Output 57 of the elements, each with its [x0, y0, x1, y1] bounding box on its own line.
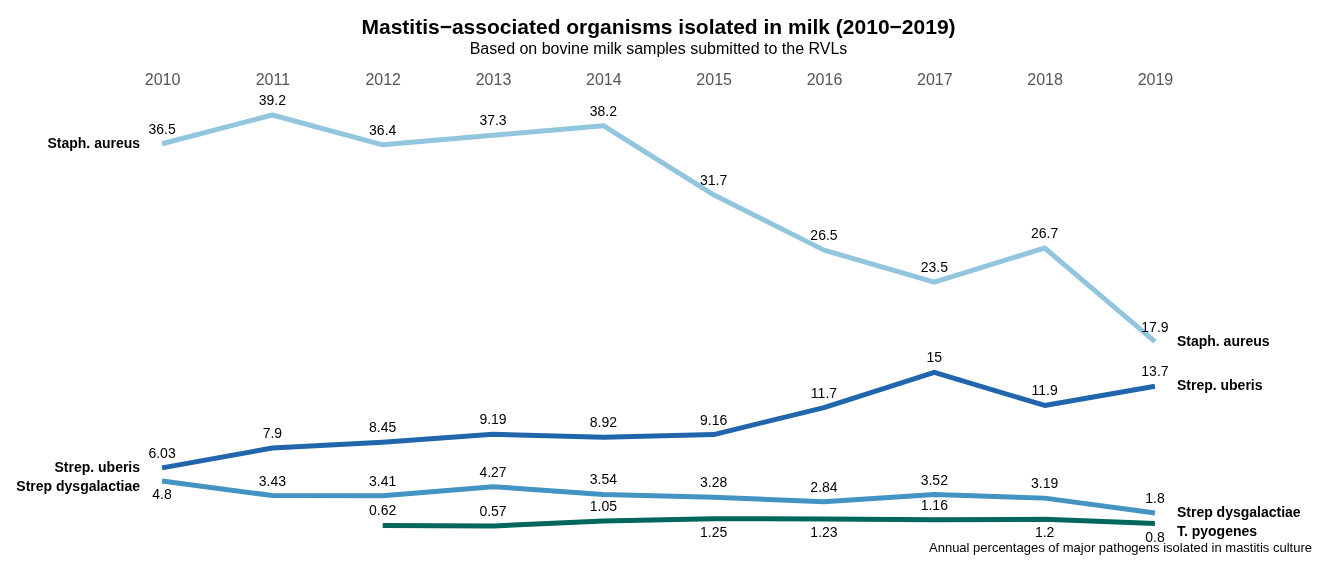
data-label: 39.2: [258, 92, 287, 108]
data-label: 3.52: [920, 471, 949, 488]
data-label: 0.8: [1145, 528, 1165, 545]
data-label: 1.25: [700, 523, 728, 540]
data-label: 17.9: [1141, 318, 1169, 335]
data-label: 36.4: [369, 121, 397, 138]
data-label: 23.5: [920, 259, 949, 276]
data-label: 11.7: [810, 384, 838, 401]
data-label: 4.8: [152, 486, 173, 502]
x-tick-label: 2016: [806, 70, 843, 88]
text: Strep. uberis: [1176, 377, 1263, 394]
series-label: Staph. aureus: [47, 134, 141, 151]
data-label: 3.43: [258, 472, 287, 489]
text: Staph. aureus: [1176, 332, 1270, 349]
data-label: 3.19: [1030, 475, 1059, 492]
data-label: 3.54: [589, 471, 618, 488]
data-label: 7.9: [262, 425, 283, 442]
data-label: 1.2: [1034, 524, 1055, 541]
data-label: 4.27: [479, 463, 507, 480]
data-label: 8.45: [369, 419, 397, 436]
data-label: 36.5: [148, 120, 176, 137]
x-tick-label: 2010: [144, 70, 181, 88]
data-label: 11.9: [1031, 382, 1058, 399]
text: Strep dysgalactiae: [16, 477, 141, 494]
data-label: 2.84: [810, 478, 838, 495]
data-label: 0.57: [479, 503, 507, 519]
data-label: 0.62: [369, 502, 397, 519]
data-label: 1.23: [810, 523, 838, 540]
x-tick-label: 2013: [475, 70, 512, 88]
data-label: 31.7: [700, 171, 728, 188]
data-label: 6.03: [148, 444, 176, 461]
data-label: 1.8: [1145, 489, 1165, 506]
x-tick-label: 2017: [917, 70, 953, 88]
x-tick-label: 2018: [1027, 70, 1064, 88]
data-label: 38.2: [589, 102, 618, 119]
series-label: Strep. uberis: [54, 458, 141, 475]
series-label: T. pyogenes: [1176, 522, 1258, 539]
data-label: 3.28: [700, 474, 728, 491]
chart-title: Mastitis−associated organisms isolated in milk (2010−2019): [361, 15, 956, 38]
x-tick-label: 2019: [1137, 70, 1174, 88]
data-label: 9.16: [700, 411, 728, 428]
data-label: 15: [926, 349, 943, 366]
series-label: Strep dysgalactiae: [1176, 503, 1301, 520]
data-label: 26.7: [1030, 224, 1059, 241]
data-label: 13.7: [1141, 363, 1169, 380]
data-label: 26.5: [810, 227, 838, 244]
x-tick-label: 2012: [365, 70, 402, 88]
data-label: 1.16: [920, 496, 949, 513]
chart-subtitle: Based on bovine milk samples submitted to the RVLs: [469, 40, 848, 57]
x-tick-label: 2015: [696, 70, 733, 88]
data-label: 3.41: [369, 472, 397, 489]
data-label: 37.3: [479, 112, 507, 129]
x-tick-label: 2011: [255, 70, 291, 88]
data-label: 8.92: [589, 414, 618, 431]
data-label: 9.19: [479, 411, 507, 428]
data-label: 1.05: [589, 497, 618, 514]
x-tick-label: 2014: [586, 70, 622, 88]
